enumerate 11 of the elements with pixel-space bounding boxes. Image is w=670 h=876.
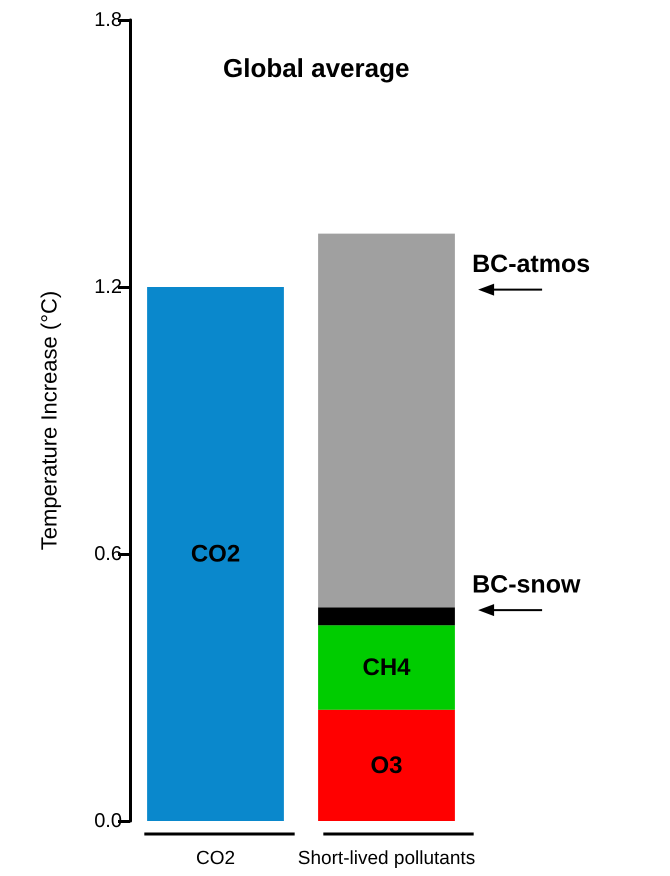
y-tick-label: 0.6 bbox=[94, 543, 122, 565]
x-tick-label: Short-lived pollutants bbox=[298, 848, 476, 869]
series-label: CO2 bbox=[190, 540, 240, 568]
series-label: O3 bbox=[370, 752, 403, 779]
series-label: BC-atmos bbox=[472, 250, 590, 278]
y-tick-label: 1.2 bbox=[94, 276, 122, 298]
y-axis-title: Temperature Increase (°C) bbox=[36, 290, 62, 550]
series-label: CH4 bbox=[362, 654, 412, 681]
series-label: BC-snow bbox=[472, 570, 581, 599]
text: Global average bbox=[223, 53, 410, 83]
y-tick-label: 0.0 bbox=[94, 810, 122, 832]
